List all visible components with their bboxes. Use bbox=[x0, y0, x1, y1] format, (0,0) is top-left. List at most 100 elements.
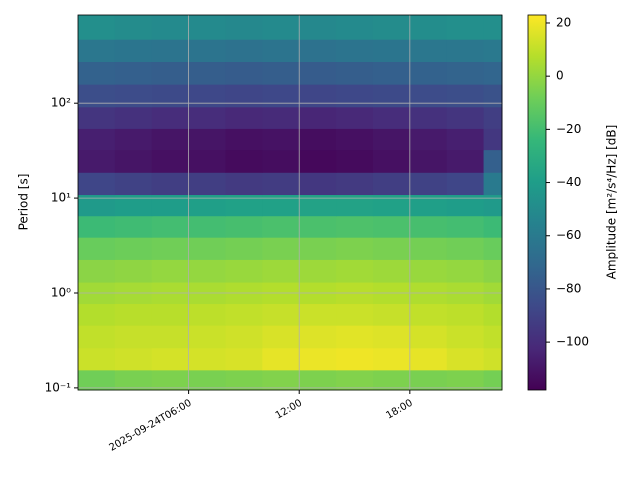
heatmap-cell bbox=[151, 106, 190, 129]
colorbar-tick-label: 0 bbox=[556, 69, 564, 83]
heatmap-cell bbox=[299, 215, 337, 238]
heatmap-cell bbox=[114, 237, 153, 260]
heatmap-cell bbox=[78, 259, 116, 283]
heatmap-cell bbox=[262, 84, 300, 108]
heatmap-cell bbox=[336, 303, 374, 326]
heatmap-cell bbox=[336, 237, 374, 260]
heatmap-cell bbox=[299, 194, 337, 217]
heatmap-cell bbox=[336, 259, 374, 283]
heatmap-cell bbox=[78, 237, 116, 260]
heatmap-cell bbox=[372, 39, 411, 63]
y-axis-label: Period [s] bbox=[17, 174, 31, 231]
heatmap-cell bbox=[225, 106, 263, 129]
heatmap-cell bbox=[188, 39, 226, 63]
heatmap-cell bbox=[188, 84, 226, 108]
y-tick-label: 10² bbox=[51, 96, 71, 110]
heatmap-cell bbox=[336, 84, 374, 108]
heatmap-cell bbox=[151, 215, 190, 238]
heatmap-cell bbox=[262, 149, 300, 173]
heatmap-cell bbox=[446, 347, 485, 371]
heatmap-cell bbox=[372, 194, 411, 217]
heatmap-cell bbox=[483, 172, 503, 196]
colorbar bbox=[527, 14, 547, 391]
heatmap-cell bbox=[336, 194, 374, 217]
heatmap-cell bbox=[483, 325, 503, 349]
heatmap-cell bbox=[78, 303, 116, 326]
heatmap-cell bbox=[446, 303, 485, 326]
heatmap-cell bbox=[78, 347, 116, 371]
heatmap-cell bbox=[446, 61, 485, 85]
heatmap-cell bbox=[409, 39, 448, 63]
heatmap-cell bbox=[151, 149, 190, 173]
heatmap-cell bbox=[483, 194, 503, 217]
heatmap-cell bbox=[299, 303, 337, 326]
heatmap-cell bbox=[409, 172, 448, 196]
heatmap-cell bbox=[78, 15, 116, 40]
heatmap-cell bbox=[262, 259, 300, 283]
heatmap-cell bbox=[372, 128, 411, 151]
heatmap-cell bbox=[299, 15, 337, 40]
heatmap-cell bbox=[78, 215, 116, 238]
heatmap-cell bbox=[114, 149, 153, 173]
heatmap-cell bbox=[114, 303, 153, 326]
heatmap-cell bbox=[78, 128, 116, 151]
heatmap-cell bbox=[446, 369, 485, 391]
heatmap-cell bbox=[336, 369, 374, 391]
heatmap-cell bbox=[409, 61, 448, 85]
heatmap-cell bbox=[225, 15, 263, 40]
y-tick-label: 10⁰ bbox=[51, 285, 71, 299]
heatmap-cell bbox=[409, 259, 448, 283]
heatmap-cell bbox=[188, 325, 226, 349]
heatmap-cell bbox=[262, 61, 300, 85]
heatmap-cell bbox=[262, 128, 300, 151]
colorbar-tick-label: −60 bbox=[556, 228, 581, 242]
x-tick-label: 18:00 bbox=[384, 398, 414, 422]
heatmap-cell bbox=[188, 237, 226, 260]
heatmap-cell bbox=[151, 172, 190, 196]
heatmap-cell bbox=[114, 106, 153, 129]
y-tick-label: 10¹ bbox=[51, 191, 71, 205]
heatmap-cell bbox=[336, 128, 374, 151]
heatmap-cell bbox=[188, 215, 226, 238]
heatmap-cell bbox=[372, 347, 411, 371]
colorbar-tick-label: −20 bbox=[556, 122, 581, 136]
heatmap-cell bbox=[446, 84, 485, 108]
heatmap-cell bbox=[409, 347, 448, 371]
plot-frame bbox=[77, 14, 503, 391]
heatmap-cell bbox=[372, 106, 411, 129]
heatmap-cell bbox=[78, 39, 116, 63]
x-tick-label: 2025-09-24T06:00 bbox=[108, 398, 194, 454]
heatmap-cell bbox=[336, 347, 374, 371]
heatmap-cell bbox=[446, 194, 485, 217]
heatmap-cell bbox=[262, 237, 300, 260]
heatmap-cell bbox=[225, 325, 263, 349]
heatmap-cell bbox=[225, 172, 263, 196]
heatmap-cell bbox=[446, 237, 485, 260]
heatmap-cell bbox=[188, 303, 226, 326]
heatmap-cell bbox=[114, 84, 153, 108]
heatmap-cell bbox=[336, 39, 374, 63]
heatmap-cell bbox=[225, 149, 263, 173]
heatmap-cell bbox=[446, 259, 485, 283]
heatmap-cell bbox=[446, 39, 485, 63]
heatmap-cells bbox=[78, 15, 503, 391]
heatmap-cell bbox=[225, 215, 263, 238]
heatmap-cell bbox=[114, 347, 153, 371]
heatmap-cell bbox=[188, 347, 226, 371]
heatmap-cell bbox=[114, 39, 153, 63]
heatmap-cell bbox=[336, 61, 374, 85]
heatmap-cell bbox=[483, 39, 503, 63]
heatmap-cell bbox=[299, 106, 337, 129]
heatmap-cell bbox=[299, 259, 337, 283]
heatmap-cell bbox=[151, 347, 190, 371]
heatmap-cell bbox=[78, 369, 116, 391]
heatmap-cell bbox=[114, 259, 153, 283]
colorbar-label: Amplitude [m²/s⁴/Hz] [dB] bbox=[605, 125, 619, 280]
heatmap-cell bbox=[409, 149, 448, 173]
colorbar-tick-label: −40 bbox=[556, 175, 581, 189]
heatmap-cell bbox=[114, 15, 153, 40]
heatmap-cell bbox=[409, 237, 448, 260]
heatmap-cell bbox=[188, 194, 226, 217]
heatmap-cell bbox=[446, 15, 485, 40]
heatmap-cell bbox=[409, 15, 448, 40]
